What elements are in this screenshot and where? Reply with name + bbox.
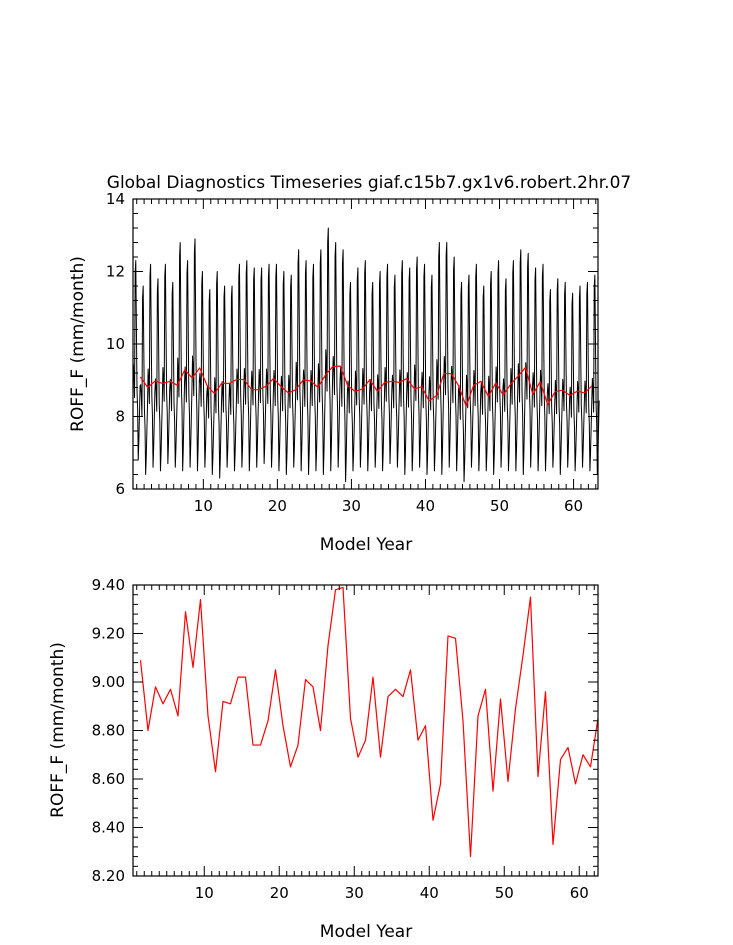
axis-ticks <box>133 584 598 877</box>
y-axis-label: ROFF_F (mm/month) <box>48 642 68 818</box>
x-tick-label: 50 <box>490 497 509 515</box>
plot-area <box>139 586 599 858</box>
x-tick-label: 20 <box>270 884 289 902</box>
y-tick-label: 8 <box>115 408 125 426</box>
y-tick-label: 9.40 <box>92 576 125 594</box>
x-tick-label: 10 <box>195 884 214 902</box>
x-tick-label: 50 <box>495 884 514 902</box>
x-tick-label: 20 <box>268 497 287 515</box>
x-tick-label: 40 <box>420 884 439 902</box>
x-axis-label: Model Year <box>320 535 412 555</box>
plot-area <box>132 227 600 483</box>
tick-labels: 10 20 30 40 50 60 6 8 10 12 14 <box>106 190 583 515</box>
series-line-annual <box>139 586 599 858</box>
y-tick-label: 12 <box>106 263 125 281</box>
y-tick-label: 9.20 <box>92 625 125 643</box>
x-tick-label: 40 <box>416 497 435 515</box>
x-axis-label: Model Year <box>320 922 412 942</box>
y-tick-label: 8.20 <box>92 867 125 885</box>
x-tick-label: 30 <box>342 497 361 515</box>
x-tick-label: 60 <box>570 884 589 902</box>
y-tick-label: 10 <box>106 335 125 353</box>
y-tick-label: 9.00 <box>92 673 125 691</box>
tick-labels: 10 20 30 40 50 60 8.20 8.40 8.60 8.80 9.00 9.20 9.40 <box>92 576 589 902</box>
x-tick-label: 30 <box>345 884 364 902</box>
y-tick-label: 8.60 <box>92 770 125 788</box>
chart-title: Global Diagnostics Timeseries giaf.c15b7… <box>107 173 631 193</box>
x-tick-label: 60 <box>564 497 583 515</box>
series-line-annual <box>139 365 593 407</box>
y-tick-label: 14 <box>106 190 125 208</box>
axis-ticks <box>133 198 598 490</box>
y-axis-label: ROFF_F (mm/month) <box>68 256 88 432</box>
panel-timeseries-monthly: Global Diagnostics Timeseries giaf.c15b7… <box>68 173 631 555</box>
x-tick-label: 10 <box>194 497 213 515</box>
panel-annual-mean: 10 20 30 40 50 60 8.20 8.40 8.60 8.80 9.00 9.20 9.40… <box>48 576 599 942</box>
y-tick-label: 6 <box>115 480 125 498</box>
y-tick-label: 8.40 <box>92 819 125 837</box>
y-tick-label: 8.80 <box>92 722 125 740</box>
series-line-monthly <box>132 227 600 483</box>
